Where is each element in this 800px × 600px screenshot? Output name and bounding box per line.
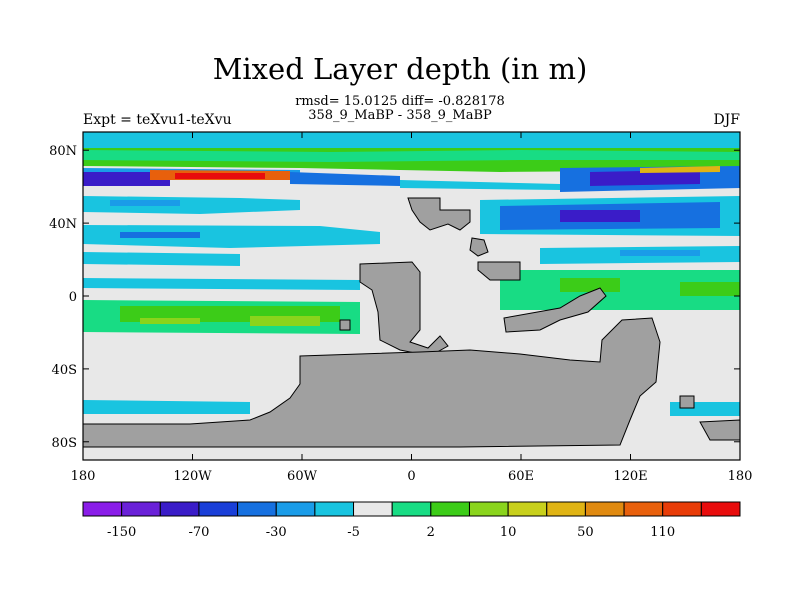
stats-block: rmsd= 15.0125 diff= -0.828178 358_9_MaBP… [0,95,800,123]
season-label: DJF [713,112,740,128]
colorbar-box [314,501,355,517]
x-tick-label: 60W [287,469,318,484]
y-tick-label: 40S [52,363,77,378]
land-small-island-a [339,319,351,331]
colorbar-box [662,501,702,517]
x-tick-label: 180 [71,469,96,484]
colorbar-box [430,501,470,517]
land-south-asia [503,287,607,333]
colorbar-label: -150 [107,525,136,540]
colorbar-label: 10 [500,525,517,540]
colorbar-box [700,501,741,517]
colorbar-box [159,501,200,517]
colorbar-label: -70 [188,525,209,540]
colorbar-label: 50 [577,525,594,540]
colorbar-label: 2 [427,525,435,540]
land-south-east-antarctic [699,419,740,441]
y-tick-label: 40N [49,217,77,232]
north-midlat [83,196,740,266]
x-axis: 180 120W 60W 0 60E 120E 180 [71,132,753,484]
x-tick-label: 120W [173,469,212,484]
colorbar-label: -5 [347,525,360,540]
colorbar-box [353,501,393,517]
land-west-continent [359,261,449,357]
colorbar-label: 110 [650,525,675,540]
colorbar-box [121,501,161,517]
y-tick-label: 0 [69,290,77,305]
colorbar-box [82,501,123,517]
land-masses [83,197,740,448]
colorbar-box [198,501,239,517]
north-band [83,132,740,192]
colorbar-box [237,501,277,517]
land-central-north [469,237,489,257]
rmsd-diff-line: rmsd= 15.0125 diff= -0.828178 [295,94,505,109]
colorbar-box [584,501,625,517]
colorbar-box [507,501,548,517]
y-axis: 80N 40N 0 40S 80S [49,144,740,451]
colorbar-box [275,501,316,517]
x-tick-label: 180 [728,469,753,484]
tropics-south [83,270,740,416]
x-tick-label: 120E [613,469,647,484]
y-tick-label: 80S [52,436,77,451]
x-tick-label: 0 [407,469,415,484]
colorbar-box [468,501,509,517]
map-plot-area [83,132,740,460]
land-north-europe [407,197,471,231]
colorbar-label: -30 [266,525,287,540]
y-tick-label: 80N [49,144,77,159]
colorbar-box [546,501,586,517]
x-tick-label: 60E [508,469,534,484]
map-title: Mixed Layer depth (in m) [212,52,588,86]
land-small-island-b [679,395,695,409]
colorbar-box [391,501,432,517]
land-southern-supercontinent [83,317,661,448]
colorbar-box [623,501,664,517]
land-india-strip [477,261,521,281]
colorbar: -150 -70 -30 -5 2 10 50 110 [82,501,741,540]
experiment-label: Expt = teXvu1-teXvu [83,112,232,128]
experiment-pair-line: 358_9_MaBP - 358_9_MaBP [308,108,492,123]
